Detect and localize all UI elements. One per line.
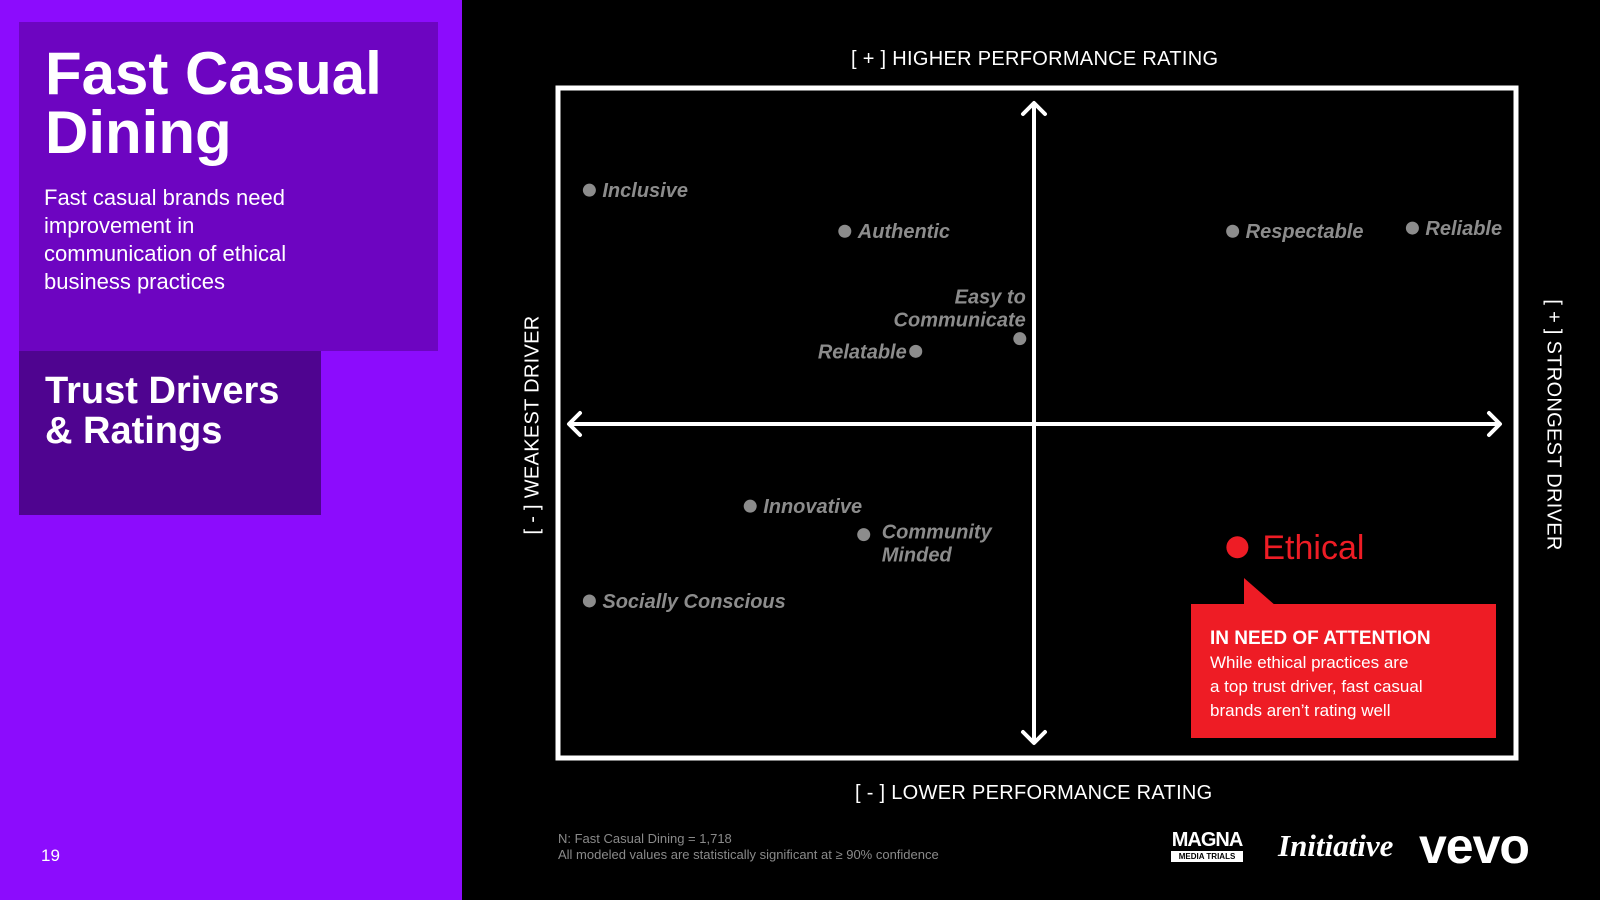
chart-frame	[555, 85, 1519, 761]
point-label-respectable: Respectable	[1246, 221, 1364, 243]
point-label-community-minded: Community Minded	[882, 522, 993, 567]
callout-box	[1191, 604, 1496, 738]
slide-description: Fast casual brands need improvement in c…	[44, 185, 287, 294]
point-label-socially-conscious: Socially Conscious	[602, 591, 785, 613]
point-label-reliable: Reliable	[1425, 218, 1502, 240]
magna-logo-text: MAGNA	[1171, 829, 1244, 851]
point-label-easy-to-communicate: Easy to Communicate	[894, 287, 1026, 332]
x-axis-right-arrow	[1487, 411, 1502, 437]
y-axis-bottom-label: [ - ] LOWER PERFORMANCE RATING	[855, 782, 1213, 804]
x-axis-right-label: [ + ] STRONGEST DRIVER	[1542, 299, 1565, 551]
point-community-minded	[857, 528, 871, 542]
callout-body: While ethical practices are a top trust d…	[1210, 653, 1423, 720]
footnote: N: Fast Casual Dining = 1,718 All modele…	[558, 831, 939, 863]
point-label-ethical: Ethical	[1262, 529, 1364, 567]
point-inclusive	[582, 183, 596, 197]
point-label-authentic: Authentic	[857, 221, 950, 243]
point-easy-to-communicate	[1013, 332, 1027, 346]
point-ethical	[1226, 536, 1249, 559]
point-authentic	[838, 224, 852, 238]
page-number: 19	[41, 846, 60, 865]
x-axis-left-arrow	[567, 411, 582, 437]
slide-title: Fast Casual Dining	[45, 40, 382, 166]
callout-heading: IN NEED OF ATTENTION	[1210, 628, 1431, 649]
point-respectable	[1226, 224, 1240, 238]
x-axis-left-label: [ - ] WEAKEST DRIVER	[521, 315, 544, 535]
footnote-significance: All modeled values are statistically sig…	[558, 847, 939, 862]
y-axis-bottom-arrow	[1021, 730, 1047, 745]
vevo-logo: vevo	[1419, 818, 1530, 874]
point-label-relatable: Relatable	[818, 341, 907, 363]
magna-logo: MAGNA MEDIA TRIALS	[1171, 830, 1243, 862]
point-innovative	[743, 499, 757, 513]
point-socially-conscious	[582, 594, 596, 608]
left-panel: Fast Casual Dining Fast casual brands ne…	[0, 0, 462, 900]
point-label-inclusive: Inclusive	[602, 180, 688, 202]
section-card: Trust Drivers & Ratings	[19, 351, 321, 515]
initiative-logo: Initiative	[1278, 828, 1394, 863]
point-relatable	[909, 344, 923, 358]
footnote-sample: N: Fast Casual Dining = 1,718	[558, 831, 732, 846]
point-label-innovative: Innovative	[763, 496, 862, 518]
magna-logo-sub: MEDIA TRIALS	[1171, 851, 1243, 862]
callout-pointer	[1244, 578, 1276, 606]
y-axis-top-label: [ + ] HIGHER PERFORMANCE RATING	[851, 48, 1219, 70]
title-card: Fast Casual Dining Fast casual brands ne…	[19, 22, 438, 351]
point-reliable	[1405, 221, 1419, 235]
y-axis-top-arrow	[1021, 101, 1047, 116]
section-title: Trust Drivers & Ratings	[45, 370, 280, 452]
